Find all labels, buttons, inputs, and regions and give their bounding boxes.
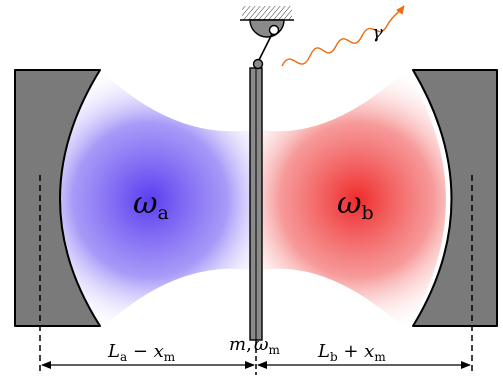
right-mirror (412, 69, 498, 327)
photon-wavy-arrow (281, 5, 405, 67)
pivot-joint (268, 24, 280, 36)
pendulum-arm (257, 29, 275, 63)
length-b-label: Lb + xm (317, 341, 386, 364)
omega-b-label: ωb (337, 186, 374, 224)
left-mirror (14, 69, 101, 327)
photon-gamma-label: γ (372, 22, 383, 43)
membrane-mass-frequency-label: m, ωm (229, 334, 281, 357)
cavity-mode-b-field (262, 70, 446, 330)
length-a-label: La − xm (107, 341, 176, 364)
membrane-hinge (252, 58, 264, 70)
mount-hatching (242, 6, 292, 20)
cavity-mode-a-field (60, 70, 250, 330)
omega-a-label: ωa (133, 186, 169, 224)
